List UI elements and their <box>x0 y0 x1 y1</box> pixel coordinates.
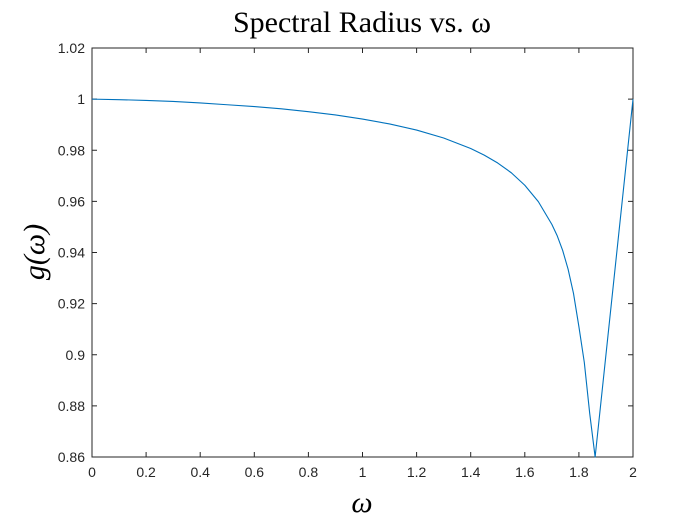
y-axis-ticks: 0.86 0.88 0.9 0.92 0.94 0.96 0.98 1 1.02 <box>58 40 633 465</box>
x-tick-label: 0 <box>88 464 96 480</box>
x-tick-label: 1 <box>359 464 367 480</box>
x-tick-label: 0.2 <box>136 464 156 480</box>
y-tick-label: 1 <box>77 91 85 107</box>
x-tick-label: 1.6 <box>515 464 535 480</box>
x-axis-label: ω <box>351 486 372 519</box>
y-tick-label: 0.94 <box>58 245 85 261</box>
axes-box <box>91 47 634 458</box>
y-tick-label: 1.02 <box>58 40 85 56</box>
y-axis-label: g(ω) <box>18 224 51 280</box>
x-tick-label: 1.2 <box>407 464 427 480</box>
x-tick-label: 1.8 <box>569 464 589 480</box>
x-axis-ticks: 0 0.2 0.4 0.6 0.8 1 1.2 1.4 1.6 1.8 2 <box>88 48 637 480</box>
series-line-0 <box>91 98 634 458</box>
x-tick-label: 0.6 <box>245 464 265 480</box>
y-tick-label: 0.9 <box>66 347 86 363</box>
chart-title: Spectral Radius vs. ω <box>233 6 491 39</box>
x-tick-label: 0.8 <box>299 464 319 480</box>
x-tick-label: 0.4 <box>190 464 210 480</box>
x-tick-label: 2 <box>629 464 637 480</box>
y-tick-label: 0.88 <box>58 398 85 414</box>
x-tick-label: 1.4 <box>461 464 481 480</box>
series-layer <box>91 98 634 458</box>
y-tick-label: 0.92 <box>58 296 85 312</box>
y-tick-label: 0.96 <box>58 193 85 209</box>
y-tick-label: 0.98 <box>58 142 85 158</box>
plot-area: 0 0.2 0.4 0.6 0.8 1 1.2 1.4 1.6 1.8 2 0.860.880.90… <box>58 40 637 480</box>
y-tick-label: 0.86 <box>58 449 85 465</box>
